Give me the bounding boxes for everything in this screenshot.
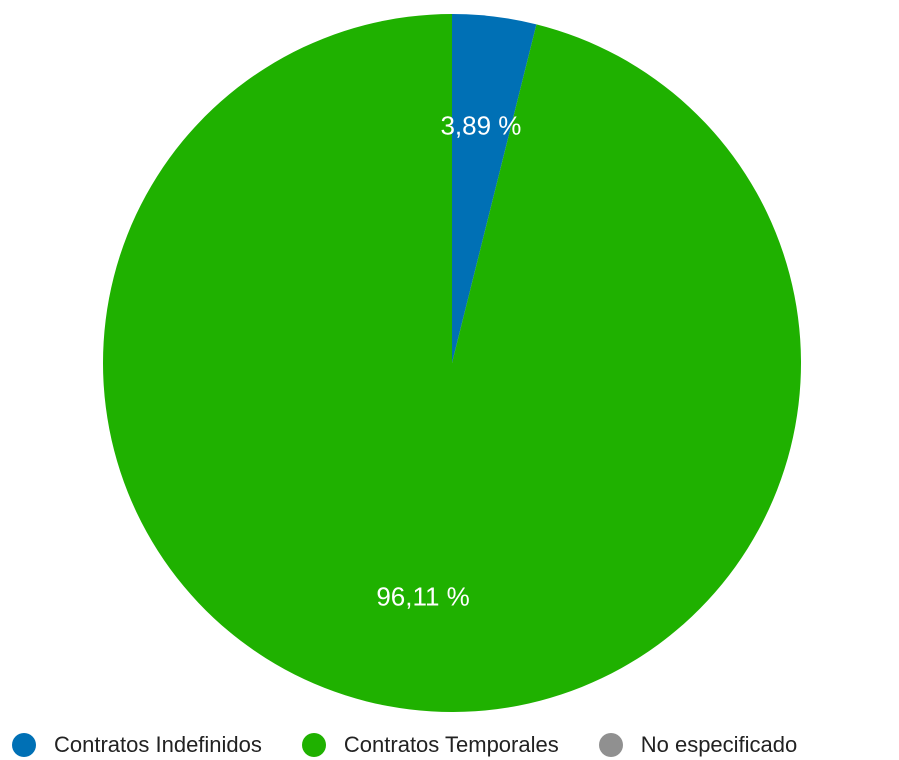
- legend-item-contratos-indefinidos[interactable]: Contratos Indefinidos: [12, 732, 262, 758]
- legend: Contratos Indefinidos Contratos Temporal…: [12, 730, 797, 760]
- legend-swatch-contratos-indefinidos: [12, 733, 36, 757]
- legend-swatch-contratos-temporales: [301, 733, 326, 757]
- pie-plot: 3,89 % 96,11 %: [103, 14, 802, 712]
- slice-label-contratos-temporales: 96,11 %: [376, 581, 469, 611]
- pie-slice-contratos-temporales[interactable]: [103, 14, 802, 712]
- legend-label-contratos-indefinidos: Contratos Indefinidos: [54, 732, 262, 757]
- legend-label-no-especificado: No especificado: [640, 732, 798, 757]
- legend-label-contratos-temporales: Contratos Temporales: [343, 732, 559, 757]
- legend-item-no-especificado[interactable]: No especificado: [598, 732, 798, 758]
- slice-label-contratos-indefinidos: 3,89 %: [440, 110, 521, 140]
- legend-swatch-no-especificado: [598, 733, 623, 757]
- legend-item-contratos-temporales[interactable]: Contratos Temporales: [301, 732, 559, 758]
- pie-slice-contratos-indefinidos[interactable]: [452, 14, 537, 363]
